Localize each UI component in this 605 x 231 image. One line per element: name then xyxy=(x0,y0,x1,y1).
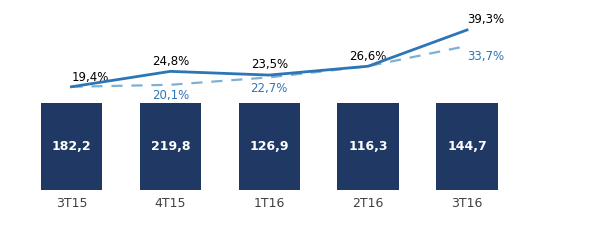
Text: 33,7%: 33,7% xyxy=(467,50,504,63)
Text: 182,2: 182,2 xyxy=(51,140,91,153)
FancyBboxPatch shape xyxy=(238,103,300,190)
Text: 3T15: 3T15 xyxy=(56,197,87,210)
Text: 3T16: 3T16 xyxy=(451,197,483,210)
Text: 126,9: 126,9 xyxy=(249,140,289,153)
Text: 219,8: 219,8 xyxy=(151,140,190,153)
Text: 23,5%: 23,5% xyxy=(250,58,288,71)
Text: 22,7%: 22,7% xyxy=(250,82,288,94)
Text: 116,3: 116,3 xyxy=(348,140,388,153)
FancyBboxPatch shape xyxy=(338,103,399,190)
Text: 19,4%: 19,4% xyxy=(71,71,109,84)
Text: 144,7: 144,7 xyxy=(447,140,487,153)
Text: 26,6%: 26,6% xyxy=(350,49,387,63)
Text: 20,1%: 20,1% xyxy=(152,89,189,102)
Text: 39,3%: 39,3% xyxy=(467,13,504,26)
FancyBboxPatch shape xyxy=(140,103,201,190)
Text: 2T16: 2T16 xyxy=(353,197,384,210)
Text: 4T15: 4T15 xyxy=(155,197,186,210)
Text: 1T16: 1T16 xyxy=(253,197,285,210)
FancyBboxPatch shape xyxy=(436,103,498,190)
FancyBboxPatch shape xyxy=(41,103,102,190)
Text: 24,8%: 24,8% xyxy=(152,55,189,68)
